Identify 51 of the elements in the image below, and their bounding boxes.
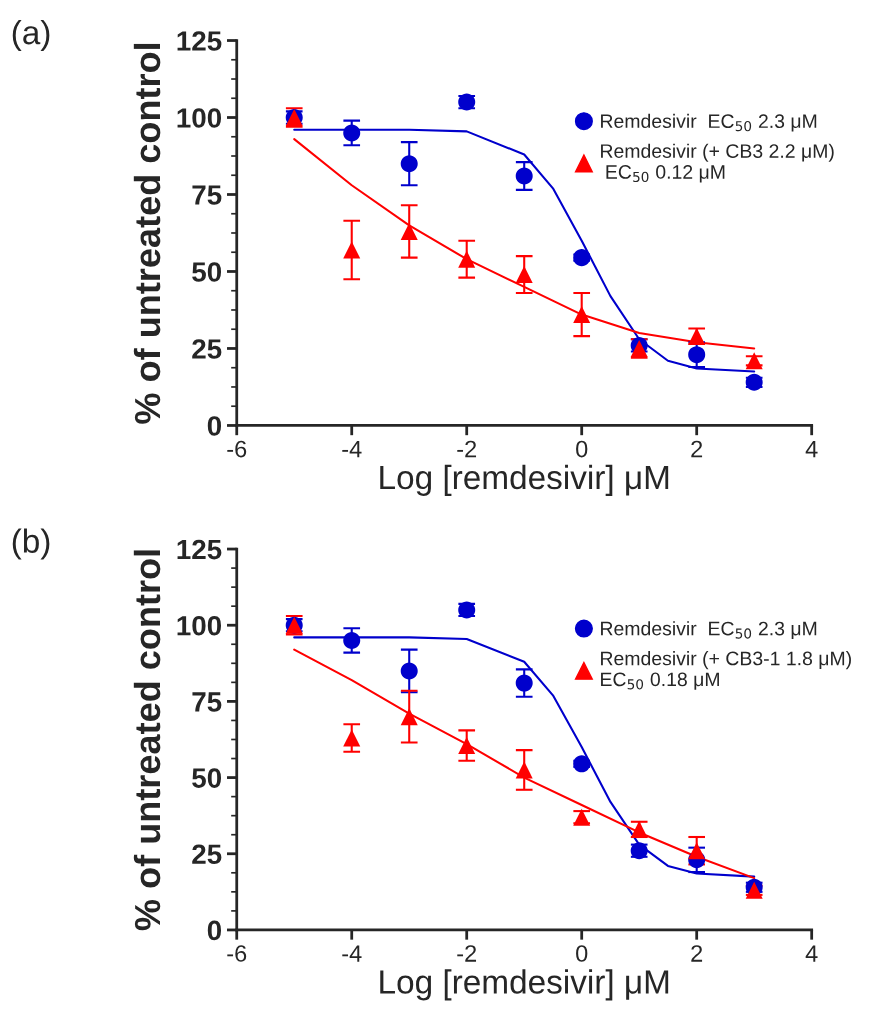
legend-label: Remdesivir EC$_{50}$ 2.3 μM	[601, 621, 817, 639]
x-tick-label: 2	[691, 440, 703, 458]
x-tick-label: -2	[457, 945, 477, 962]
point	[688, 842, 706, 860]
y-tick-label: 0	[207, 416, 222, 436]
x-tick-label: -6	[227, 440, 247, 458]
x-tick-label: -2	[457, 440, 477, 458]
x-axis-title: Log [remdesivir] μM	[380, 969, 669, 1001]
point	[400, 662, 418, 680]
point	[688, 346, 706, 364]
y-tick-label: 50	[192, 768, 222, 788]
point	[573, 306, 591, 324]
point	[515, 167, 533, 185]
x-tick-label: -4	[342, 440, 362, 458]
point	[458, 250, 476, 268]
x-tick-label: 4	[805, 945, 818, 962]
point	[458, 737, 476, 755]
point	[515, 761, 533, 779]
x-tick-label: 2	[691, 945, 703, 962]
legend-label: Remdesivir (+ CB3 2.2 μM) EC$_{50}$ 0.12 μM	[601, 143, 834, 183]
y-tick-label: 125	[177, 31, 222, 51]
point	[343, 241, 361, 259]
text: (b)	[12, 528, 50, 560]
y-axis-title: % of untreated control	[133, 550, 161, 931]
x-tick-label: 0	[576, 440, 588, 458]
y-tick-label: 100	[177, 615, 222, 636]
point	[343, 124, 361, 142]
point	[515, 266, 533, 284]
x-tick-label: -6	[227, 945, 247, 962]
y-tick-label: 125	[177, 539, 222, 560]
text: (a)	[12, 19, 50, 51]
x-tick-label: -4	[342, 945, 362, 962]
y-tick-label: 100	[177, 108, 222, 128]
x-axis-title: Log [remdesivir] μM	[380, 464, 669, 496]
legend-label: Remdesivir EC$_{50}$ 2.3 μM	[601, 113, 817, 132]
point	[515, 674, 533, 692]
y-tick-label: 25	[192, 339, 222, 359]
y-tick-label: 75	[192, 185, 222, 205]
y-tick-label: 25	[192, 844, 222, 865]
point	[343, 631, 361, 649]
x-tick-label: 4	[805, 440, 818, 458]
legend-label: Remdesivir (+ CB3-1 1.8 μM) EC$_{50}$ 0.18 μM	[601, 651, 851, 690]
y-tick-label: 50	[192, 262, 222, 282]
point	[400, 708, 418, 726]
y-axis-title: % of untreated control	[133, 43, 161, 424]
x-tick-label: 0	[576, 945, 588, 962]
point	[343, 729, 361, 747]
point	[400, 222, 418, 240]
point	[400, 155, 418, 173]
y-tick-label: 0	[207, 920, 222, 941]
y-tick-label: 75	[192, 692, 222, 712]
